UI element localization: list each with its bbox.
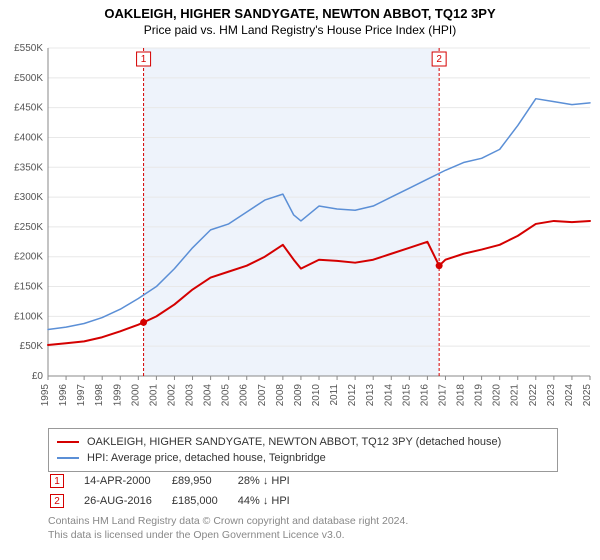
svg-text:2020: 2020 <box>492 384 503 407</box>
legend-item-hpi: HPI: Average price, detached house, Teig… <box>57 450 549 466</box>
svg-text:2011: 2011 <box>329 384 340 406</box>
marker-price-2: £185,000 <box>172 492 236 510</box>
svg-text:£300K: £300K <box>14 192 43 203</box>
svg-text:2014: 2014 <box>383 384 394 407</box>
chart-title-line1: OAKLEIGH, HIGHER SANDYGATE, NEWTON ABBOT… <box>0 6 600 21</box>
svg-text:£450K: £450K <box>14 103 43 114</box>
svg-text:2013: 2013 <box>365 384 376 407</box>
marker-badge-1: 1 <box>50 474 64 488</box>
svg-text:£100K: £100K <box>14 311 43 322</box>
svg-text:£150K: £150K <box>14 282 43 293</box>
legend-swatch-hpi <box>57 457 79 459</box>
svg-text:2016: 2016 <box>419 384 430 407</box>
chart-svg: £0 £50K £100K £150K £200K £250K £300K £350K £400… <box>0 44 600 420</box>
footer-line-1: Contains HM Land Registry data © Crown c… <box>48 514 408 528</box>
svg-text:2: 2 <box>436 54 442 65</box>
svg-text:£500K: £500K <box>14 73 43 84</box>
svg-text:2021: 2021 <box>510 384 521 407</box>
marker-badge-2: 2 <box>50 494 64 508</box>
svg-text:2015: 2015 <box>401 384 412 407</box>
marker-row-2: 2 26-AUG-2016 £185,000 44% ↓ HPI <box>50 492 308 510</box>
marker-delta-1: 28% ↓ HPI <box>238 472 308 490</box>
marker-row-1: 1 14-APR-2000 £89,950 28% ↓ HPI <box>50 472 308 490</box>
svg-text:2009: 2009 <box>293 384 304 407</box>
legend-label-hpi: HPI: Average price, detached house, Teig… <box>87 452 326 464</box>
svg-text:2024: 2024 <box>564 384 575 407</box>
chart-title-line2: Price paid vs. HM Land Registry's House … <box>0 23 600 37</box>
legend-swatch-property <box>57 441 79 443</box>
svg-text:2005: 2005 <box>221 384 232 407</box>
svg-text:2002: 2002 <box>166 384 177 407</box>
svg-text:2001: 2001 <box>148 384 159 407</box>
svg-text:2023: 2023 <box>546 384 557 407</box>
legend-label-property: OAKLEIGH, HIGHER SANDYGATE, NEWTON ABBOT… <box>87 436 501 448</box>
svg-text:2025: 2025 <box>582 384 593 407</box>
svg-text:£0: £0 <box>32 371 44 382</box>
marker-data-table: 1 14-APR-2000 £89,950 28% ↓ HPI 2 26-AUG… <box>48 470 310 512</box>
svg-text:2004: 2004 <box>203 384 214 407</box>
svg-text:1996: 1996 <box>58 384 69 407</box>
footer-line-2: This data is licensed under the Open Gov… <box>48 528 408 542</box>
svg-text:2000: 2000 <box>130 384 141 407</box>
chart-plot-area: £0 £50K £100K £150K £200K £250K £300K £350K £400… <box>0 44 600 420</box>
svg-text:2010: 2010 <box>311 384 322 407</box>
svg-text:2022: 2022 <box>528 384 539 407</box>
marker-date-2: 26-AUG-2016 <box>84 492 170 510</box>
svg-text:£350K: £350K <box>14 162 43 173</box>
svg-text:£200K: £200K <box>14 252 43 263</box>
svg-text:2008: 2008 <box>275 384 286 407</box>
svg-text:1999: 1999 <box>112 384 123 407</box>
svg-text:2018: 2018 <box>456 384 467 407</box>
svg-text:2003: 2003 <box>185 384 196 407</box>
svg-text:£50K: £50K <box>20 341 44 352</box>
svg-text:£400K: £400K <box>14 132 43 143</box>
legend: OAKLEIGH, HIGHER SANDYGATE, NEWTON ABBOT… <box>48 428 558 472</box>
svg-text:1995: 1995 <box>40 384 51 407</box>
legend-item-property: OAKLEIGH, HIGHER SANDYGATE, NEWTON ABBOT… <box>57 434 549 450</box>
marker-price-1: £89,950 <box>172 472 236 490</box>
marker-date-1: 14-APR-2000 <box>84 472 170 490</box>
svg-text:2012: 2012 <box>347 384 358 407</box>
svg-text:2006: 2006 <box>239 384 250 407</box>
footer-attribution: Contains HM Land Registry data © Crown c… <box>48 514 408 542</box>
svg-text:£250K: £250K <box>14 222 43 233</box>
svg-text:2017: 2017 <box>437 384 448 407</box>
marker-delta-2: 44% ↓ HPI <box>238 492 308 510</box>
svg-text:1997: 1997 <box>76 384 87 407</box>
svg-text:2019: 2019 <box>474 384 485 407</box>
svg-text:1998: 1998 <box>94 384 105 407</box>
svg-text:£550K: £550K <box>14 44 43 54</box>
svg-text:2007: 2007 <box>257 384 268 407</box>
svg-text:1: 1 <box>141 54 147 65</box>
